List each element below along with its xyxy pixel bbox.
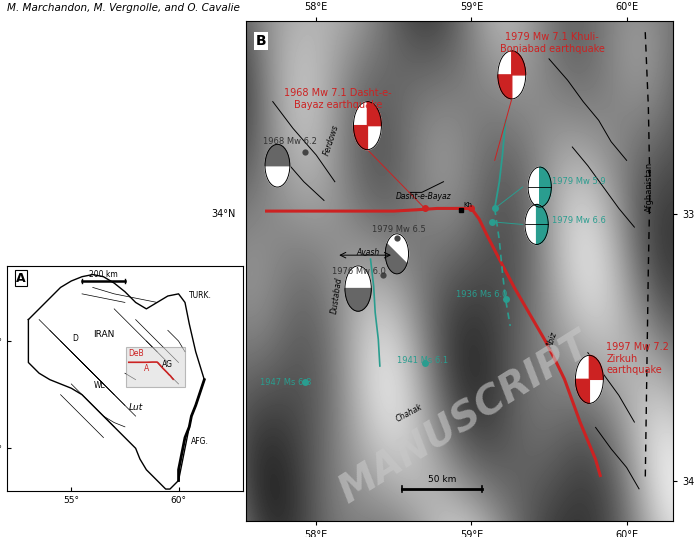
- Wedge shape: [385, 244, 407, 274]
- Text: 1979 Mw 6.5: 1979 Mw 6.5: [372, 226, 426, 235]
- Wedge shape: [511, 51, 526, 75]
- Wedge shape: [540, 187, 551, 207]
- Text: 1947 Ms 6.8: 1947 Ms 6.8: [260, 378, 312, 387]
- Wedge shape: [536, 224, 548, 244]
- Circle shape: [575, 355, 603, 403]
- Text: MANUSCRIPT: MANUSCRIPT: [332, 326, 598, 511]
- Text: 1941 Ms 6.1: 1941 Ms 6.1: [397, 357, 448, 365]
- Text: 1968 Mw 7.1 Dasht-e-
Bayaz earthquake: 1968 Mw 7.1 Dasht-e- Bayaz earthquake: [284, 88, 391, 110]
- Wedge shape: [589, 355, 603, 379]
- Text: 1979 Mw 6.6: 1979 Mw 6.6: [552, 216, 606, 225]
- Text: M. Marchandon, M. Vergnolle, and O. Cavalie: M. Marchandon, M. Vergnolle, and O. Cava…: [7, 3, 240, 13]
- Wedge shape: [367, 101, 382, 126]
- Text: Ferdows: Ferdows: [323, 124, 341, 157]
- Text: TURK.: TURK.: [189, 291, 212, 300]
- Text: 1936 Ms 6.0: 1936 Ms 6.0: [456, 289, 507, 299]
- Text: Chahak: Chahak: [394, 403, 424, 424]
- Wedge shape: [575, 379, 589, 403]
- Wedge shape: [536, 205, 548, 224]
- Text: 50 km: 50 km: [428, 475, 456, 484]
- Text: 1979 Mw 5.9: 1979 Mw 5.9: [552, 177, 606, 186]
- Text: IRAN: IRAN: [93, 330, 114, 339]
- Text: Avash: Avash: [357, 248, 380, 257]
- Text: Abiz: Abiz: [545, 331, 559, 349]
- Text: Lut: Lut: [128, 403, 143, 412]
- Text: D: D: [73, 334, 78, 343]
- Text: A: A: [17, 272, 26, 285]
- Circle shape: [353, 101, 382, 150]
- Text: 1968 Mw 6.2: 1968 Mw 6.2: [264, 137, 317, 146]
- Bar: [126, 347, 185, 387]
- Circle shape: [265, 144, 290, 187]
- Circle shape: [525, 205, 548, 244]
- Text: 200 km: 200 km: [89, 270, 118, 279]
- Text: Dasht-e-Bayaz: Dasht-e-Bayaz: [396, 192, 451, 201]
- Circle shape: [528, 167, 551, 207]
- Wedge shape: [498, 75, 511, 99]
- Text: 34°N: 34°N: [212, 209, 236, 219]
- Text: A: A: [144, 364, 149, 373]
- Text: Kh: Kh: [464, 202, 473, 208]
- Text: Dustabad: Dustabad: [330, 277, 344, 315]
- Text: Afghanistan: Afghanistan: [645, 162, 654, 212]
- Wedge shape: [345, 288, 371, 311]
- Text: 1997 Mw 7.2
Zirkuh
earthquake: 1997 Mw 7.2 Zirkuh earthquake: [607, 342, 669, 375]
- Wedge shape: [540, 167, 551, 187]
- Circle shape: [345, 266, 371, 311]
- Text: AFG.: AFG.: [192, 437, 210, 446]
- Wedge shape: [265, 144, 290, 166]
- Circle shape: [498, 51, 526, 99]
- Circle shape: [385, 234, 409, 274]
- Text: 1979 Mw 7.1 Khuli-
Boniabad earthquake: 1979 Mw 7.1 Khuli- Boniabad earthquake: [500, 32, 604, 54]
- Text: DeB: DeB: [128, 349, 144, 358]
- Text: 1976 Mw 6.0: 1976 Mw 6.0: [332, 267, 386, 276]
- Text: AG: AG: [162, 360, 174, 369]
- Wedge shape: [353, 126, 367, 150]
- Text: WL: WL: [93, 381, 105, 390]
- Text: B: B: [256, 34, 266, 48]
